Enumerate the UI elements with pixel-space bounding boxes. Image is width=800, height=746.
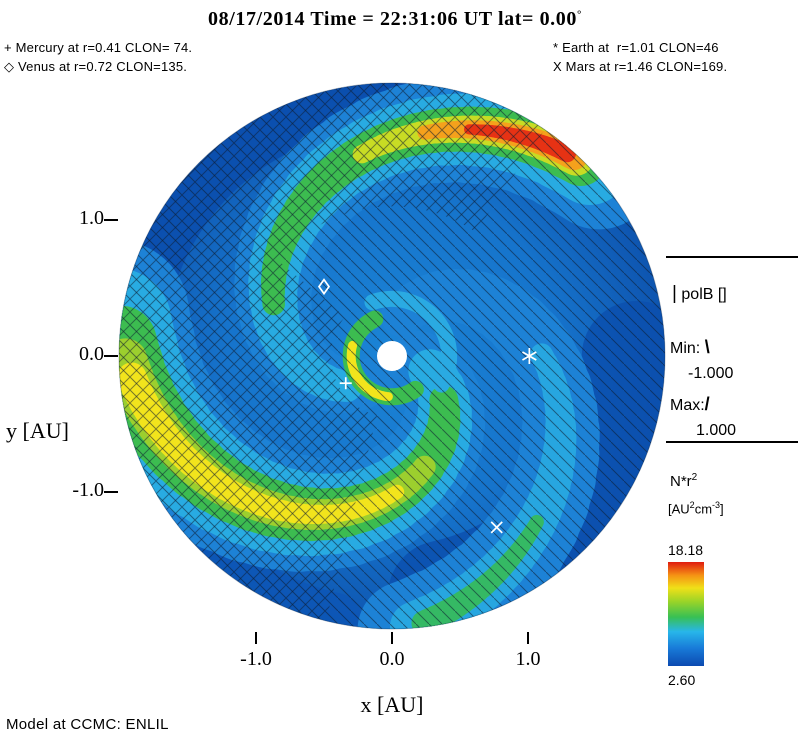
colorbar-max-value: 18.18 [668,542,704,558]
polarity-hatch-positive [119,172,378,629]
y-tick-label: -1.0 [72,479,104,501]
title-degree: ° [576,8,582,21]
earth-annotation: * Earth at r=1.01 CLON=46 [553,40,719,55]
legend-divider-bottom [666,441,798,443]
polb-title: | polB [] [672,283,727,305]
sun-marker [377,341,407,371]
venus-annotation: ◇ Venus at r=0.72 CLON=135. [4,59,188,74]
title-text: 08/17/2014 Time = 22:31:06 UT lat= 0.00 [208,8,577,30]
units-p2: cm [694,501,713,517]
x-tick-label: 0.0 [379,648,405,670]
polb-title-text: polB [] [681,286,727,303]
polb-min-row: Min: \ [670,337,710,358]
y-tick-label: 0.0 [79,343,104,365]
mars-annotation: X Mars at r=1.46 CLON=169. [553,59,728,74]
polarity-hatch-positive [173,83,552,260]
colorbar [668,562,704,666]
model-credit: Model at CCMC: ENLIL [6,716,169,733]
polb-max-value: 1.000 [696,422,737,439]
colorbar-quantity: N*r2 [670,472,697,490]
quantity-exponent: 2 [691,472,698,483]
polb-max-hatch-glyph: / [704,394,710,414]
quantity-base: N*r [670,473,692,490]
colorbar-units: [AU2cm-3] [668,500,724,516]
units-p3: ] [720,501,724,517]
units-p1: [AU [668,501,690,517]
units-e2: -3 [712,500,721,510]
disk-rim [118,82,666,630]
y-tick-label: 1.0 [79,207,104,229]
planet-marker-mercury [339,377,352,390]
x-axis-label: x [AU] [360,692,424,717]
polb-bar-glyph: | [672,283,677,304]
legend-divider-top [666,256,798,258]
units-e1: 2 [689,500,695,510]
planet-marker-venus [317,278,331,296]
y-axis-label: y [AU] [6,418,69,443]
polb-min-hatch-glyph: \ [704,337,710,357]
polb-min-label: Min: [670,340,701,357]
mercury-annotation: + Mercury at r=0.41 CLON= 74. [4,40,193,55]
colorbar-min-value: 2.60 [668,672,696,688]
x-tick-label: 1.0 [515,648,541,670]
page-title: 08/17/2014 Time = 22:31:06 UT lat= 0.00° [0,8,790,31]
polb-max-label: Max: [670,397,705,414]
polb-min-value: -1.000 [688,365,734,382]
planet-marker-mars [490,521,503,534]
polb-max-row: Max:/ [670,394,710,415]
planet-marker-earth [522,348,537,364]
x-tick-label: -1.0 [240,648,272,670]
